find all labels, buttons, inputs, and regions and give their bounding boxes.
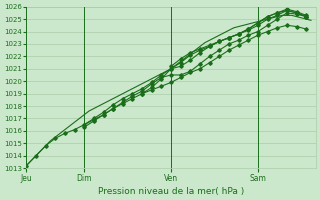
X-axis label: Pression niveau de la mer( hPa ): Pression niveau de la mer( hPa ) [98, 187, 244, 196]
